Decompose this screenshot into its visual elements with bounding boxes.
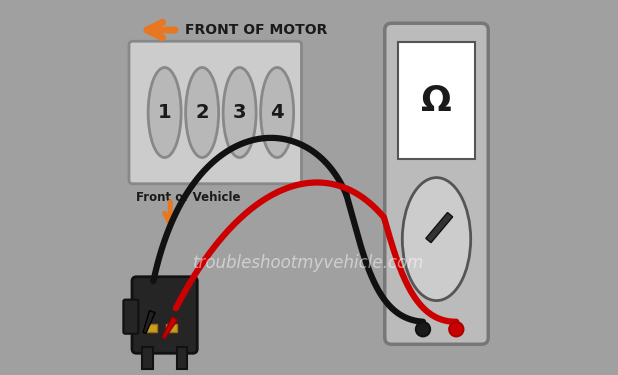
Bar <box>166 324 177 332</box>
Circle shape <box>416 322 430 336</box>
Text: 4: 4 <box>270 103 284 122</box>
Ellipse shape <box>185 68 219 158</box>
Bar <box>142 347 153 369</box>
FancyBboxPatch shape <box>398 42 475 159</box>
Ellipse shape <box>261 68 294 158</box>
FancyBboxPatch shape <box>124 300 138 334</box>
Polygon shape <box>162 317 177 339</box>
Text: Ω: Ω <box>421 84 452 118</box>
Text: 2: 2 <box>195 103 209 122</box>
FancyBboxPatch shape <box>385 23 488 344</box>
FancyBboxPatch shape <box>129 41 302 184</box>
Bar <box>177 347 187 369</box>
Text: 1: 1 <box>158 103 171 122</box>
Polygon shape <box>426 213 453 243</box>
Ellipse shape <box>402 178 471 301</box>
Text: Front of Vehicle: Front of Vehicle <box>137 191 241 204</box>
Ellipse shape <box>148 68 181 158</box>
Text: FRONT OF MOTOR: FRONT OF MOTOR <box>185 23 328 37</box>
FancyBboxPatch shape <box>132 277 197 353</box>
Text: troubleshootmyvehicle.com: troubleshootmyvehicle.com <box>193 254 425 272</box>
Bar <box>146 324 157 332</box>
Circle shape <box>449 322 464 336</box>
Text: 3: 3 <box>233 103 247 122</box>
Polygon shape <box>143 310 155 333</box>
Ellipse shape <box>223 68 256 158</box>
